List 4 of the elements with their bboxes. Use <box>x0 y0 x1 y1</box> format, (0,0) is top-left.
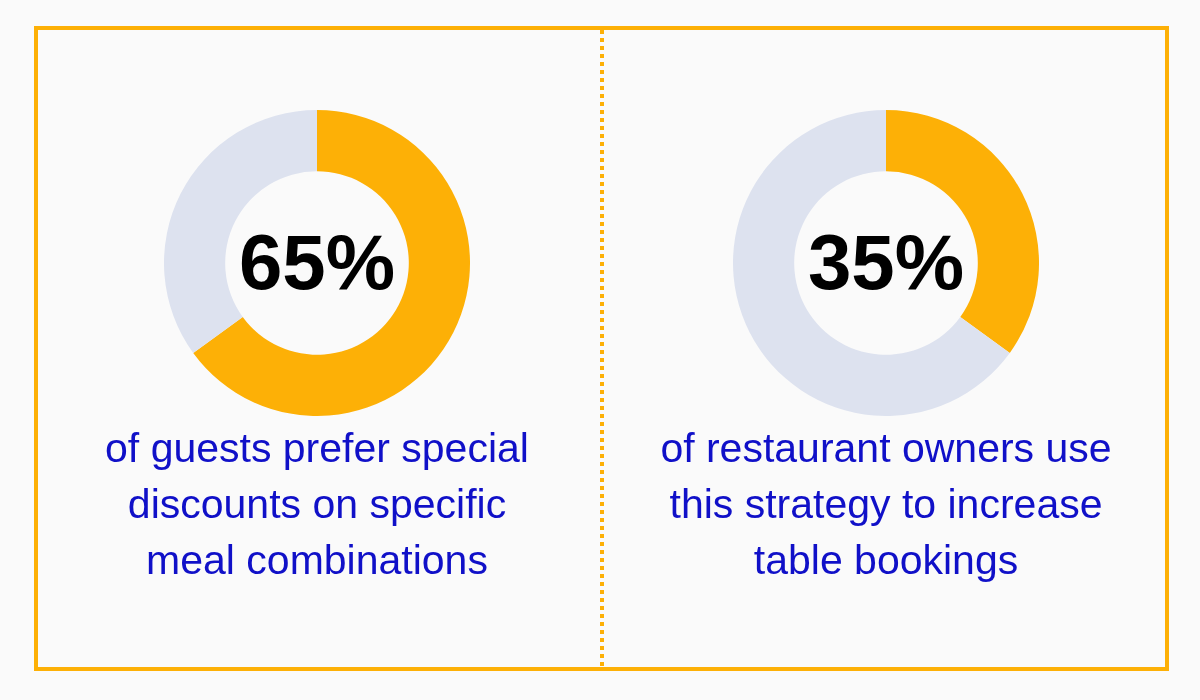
text: 35% <box>807 217 965 306</box>
text: of restaurant owners use this strategy to increase table bookings <box>659 424 1113 585</box>
text: of guests prefer special discounts on specific meal combinations <box>104 424 530 585</box>
text: 65% <box>238 217 396 306</box>
